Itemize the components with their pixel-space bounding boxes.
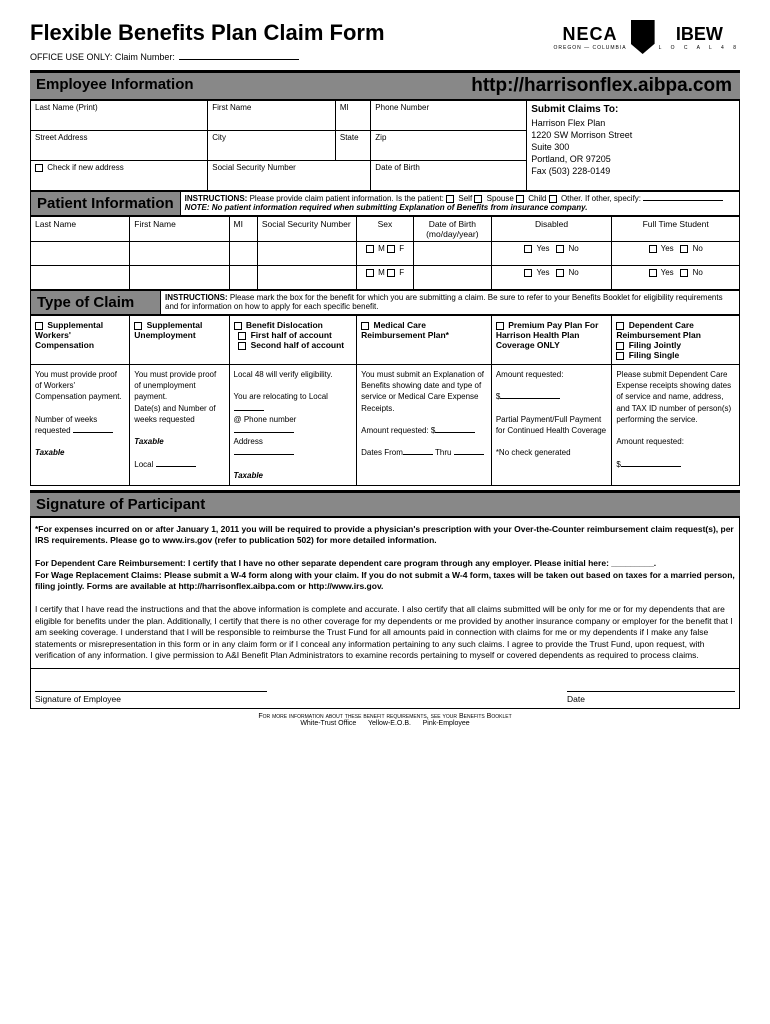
claim-section-header: Type of Claim INSTRUCTIONS: Please mark … xyxy=(30,290,740,315)
p-row2-last[interactable] xyxy=(31,266,130,290)
patient-table: Last Name First Name MI Social Security … xyxy=(30,216,740,290)
c2-body: You must provide proof of unemployment p… xyxy=(130,365,229,486)
form-title: Flexible Benefits Plan Claim Form xyxy=(30,20,385,46)
neca-sub: OREGON — COLUMBIA xyxy=(554,45,627,51)
p-row1-stu[interactable]: Yes No xyxy=(612,242,740,266)
sig-body: *For expenses incurred on or after Janua… xyxy=(31,517,740,668)
c6-head[interactable]: Dependent Care Reimbursement Plan Filing… xyxy=(612,316,740,365)
employee-section-header: Employee Information http://harrisonflex… xyxy=(30,73,740,100)
zip-field[interactable]: Zip xyxy=(371,131,527,161)
city-field[interactable]: City xyxy=(208,131,336,161)
url-text: http://harrisonflex.aibpa.com xyxy=(463,73,740,99)
p-row2-dis[interactable]: Yes No xyxy=(491,266,612,290)
p-row2-dob[interactable] xyxy=(413,266,491,290)
employee-title: Employee Information xyxy=(30,73,200,99)
p-mi: MI xyxy=(229,217,257,242)
new-addr-check[interactable]: Check if new address xyxy=(31,161,208,191)
patient-instructions: INSTRUCTIONS: Please provide claim patie… xyxy=(180,191,740,216)
mi-field[interactable]: MI xyxy=(335,101,370,131)
last-name-field[interactable]: Last Name (Print) xyxy=(31,101,208,131)
p-last: Last Name xyxy=(31,217,130,242)
p-disabled: Disabled xyxy=(491,217,612,242)
c1-head[interactable]: Supplemental Workers' Compensation xyxy=(31,316,130,365)
neca-logo-text: NECA xyxy=(563,24,618,45)
patient-section-header: Patient Information INSTRUCTIONS: Please… xyxy=(30,191,740,216)
office-use-line: OFFICE USE ONLY: Claim Number: xyxy=(30,52,385,62)
ibew-logo-text: IBEW xyxy=(676,24,723,45)
c2-head[interactable]: Supplemental Unemployment xyxy=(130,316,229,365)
phone-field[interactable]: Phone Number xyxy=(371,101,527,131)
c6-body: Please submit Dependent Care Expense rec… xyxy=(612,365,740,486)
c4-body: You must submit an Explanation of Benefi… xyxy=(357,365,492,486)
shield-icon xyxy=(631,20,655,54)
sig-section-header: Signature of Participant xyxy=(30,493,740,517)
sig-emp-label[interactable]: Signature of Employee xyxy=(35,691,267,704)
p-row2-first[interactable] xyxy=(130,266,229,290)
p-ssn: Social Security Number xyxy=(257,217,356,242)
sig-table: *For expenses incurred on or after Janua… xyxy=(30,517,740,709)
p-row2-stu[interactable]: Yes No xyxy=(612,266,740,290)
p-row1-sex[interactable]: M F xyxy=(357,242,414,266)
sig-line-cell: Signature of Employee Date xyxy=(31,668,740,708)
c5-head[interactable]: Premium Pay Plan For Harrison Health Pla… xyxy=(491,316,612,365)
c5-body: Amount requested: $ Partial Payment/Full… xyxy=(491,365,612,486)
dob-field[interactable]: Date of Birth xyxy=(371,161,527,191)
c3-head[interactable]: Benefit Dislocation First half of accoun… xyxy=(229,316,357,365)
ssn-field[interactable]: Social Security Number xyxy=(208,161,371,191)
first-name-field[interactable]: First Name xyxy=(208,101,336,131)
state-field[interactable]: State xyxy=(335,131,370,161)
submit-to-box: Submit Claims To: Harrison Flex Plan 122… xyxy=(527,101,740,191)
p-row1-first[interactable] xyxy=(130,242,229,266)
p-sex: Sex xyxy=(357,217,414,242)
street-field[interactable]: Street Address xyxy=(31,131,208,161)
p-row2-sex[interactable]: M F xyxy=(357,266,414,290)
p-dob: Date of Birth (mo/day/year) xyxy=(413,217,491,242)
sig-title: Signature of Participant xyxy=(30,493,211,516)
c1-body: You must provide proof of Workers' Compe… xyxy=(31,365,130,486)
employee-table: Last Name (Print) First Name MI Phone Nu… xyxy=(30,100,740,191)
p-row1-last[interactable] xyxy=(31,242,130,266)
p-row2-mi[interactable] xyxy=(229,266,257,290)
claim-table: Supplemental Workers' Compensation Suppl… xyxy=(30,315,740,486)
claim-instructions: INSTRUCTIONS: Please mark the box for th… xyxy=(160,290,740,315)
p-row1-mi[interactable] xyxy=(229,242,257,266)
p-student: Full Time Student xyxy=(612,217,740,242)
c3-body: Local 48 will verify eligibility. You ar… xyxy=(229,365,357,486)
p-row1-dob[interactable] xyxy=(413,242,491,266)
p-first: First Name xyxy=(130,217,229,242)
ibew-sub: L O C A L 4 8 xyxy=(659,45,740,51)
claim-title: Type of Claim xyxy=(30,290,160,315)
p-row1-ssn[interactable] xyxy=(257,242,356,266)
footer: For more information about these benefit… xyxy=(30,713,740,727)
p-row1-dis[interactable]: Yes No xyxy=(491,242,612,266)
patient-title: Patient Information xyxy=(30,191,180,216)
p-row2-ssn[interactable] xyxy=(257,266,356,290)
logo-block: NECA OREGON — COLUMBIA IBEW L O C A L 4 … xyxy=(554,20,741,54)
page-header: Flexible Benefits Plan Claim Form OFFICE… xyxy=(30,20,740,62)
c4-head[interactable]: Medical Care Reimbursement Plan* xyxy=(357,316,492,365)
sig-date-label[interactable]: Date xyxy=(567,691,735,704)
